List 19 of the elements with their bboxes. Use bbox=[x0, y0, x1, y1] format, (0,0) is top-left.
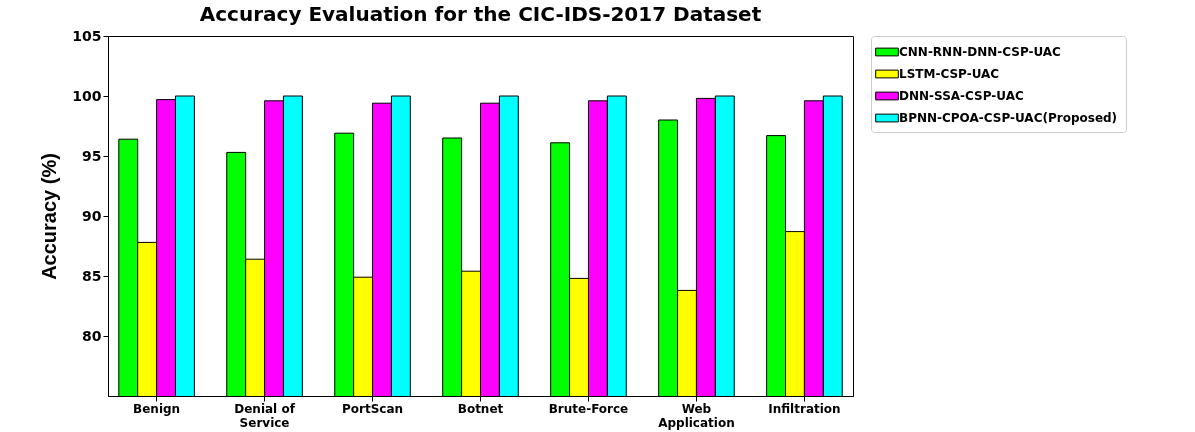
chart-title: Accuracy Evaluation for the CIC-IDS-2017 Dataset bbox=[199, 2, 762, 26]
x-tick-label: Benign bbox=[133, 401, 181, 416]
y-tick-label: 90 bbox=[82, 207, 102, 224]
y-axis-title: Accuracy (%) bbox=[38, 153, 61, 280]
x-tick-label: Brute-Force bbox=[548, 401, 629, 416]
x-tick-label: Denial of Service bbox=[234, 401, 296, 430]
legend-label: DNN-SSA-CSP-UAC bbox=[899, 89, 1024, 103]
x-tick-label: PortScan bbox=[341, 401, 404, 416]
x-tick-label: Infiltration bbox=[768, 401, 841, 416]
y-tick-label: 80 bbox=[82, 327, 102, 344]
legend-label: BPNN-CPOA-CSP-UAC(Proposed) bbox=[899, 111, 1118, 125]
x-tick-label: Botnet bbox=[457, 401, 504, 416]
x-tick-label: Web Application bbox=[658, 401, 735, 430]
legend-label: CNN-RNN-DNN-CSP-UAC bbox=[899, 45, 1062, 59]
legend-label: LSTM-CSP-UAC bbox=[899, 67, 1000, 81]
y-tick-label: 85 bbox=[82, 267, 102, 284]
y-tick-label: 95 bbox=[82, 147, 102, 164]
y-tick-label: 105 bbox=[72, 27, 102, 44]
y-tick-label: 100 bbox=[72, 87, 102, 104]
